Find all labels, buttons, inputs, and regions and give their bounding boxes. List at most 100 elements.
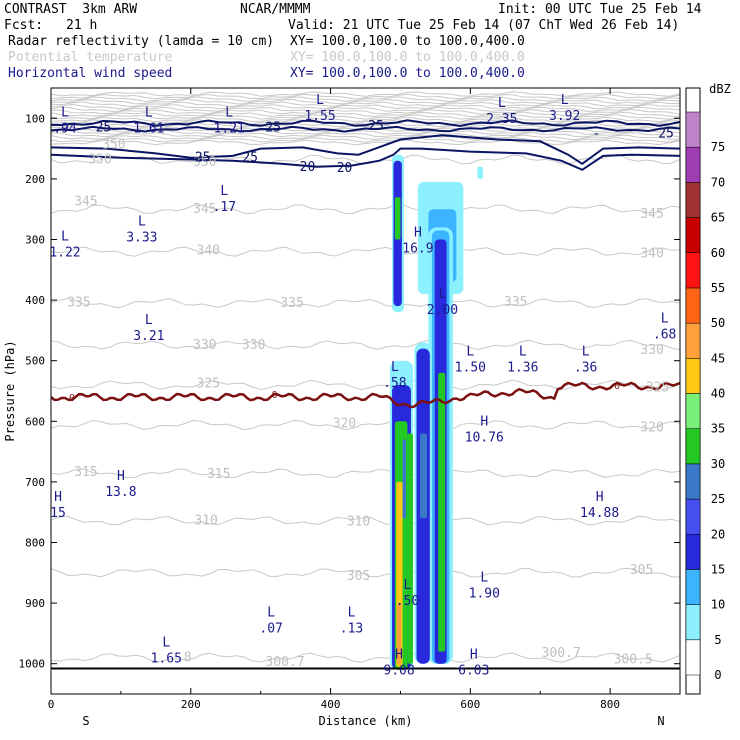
extremum-kind: L bbox=[561, 93, 569, 108]
theta-line bbox=[51, 134, 680, 141]
theta-label: 325 bbox=[197, 377, 220, 392]
colorbar-swatch bbox=[685, 393, 701, 429]
colorbar-swatch bbox=[685, 639, 701, 676]
extremum-value: 1.50 bbox=[455, 361, 486, 376]
theta-label: 345 bbox=[74, 194, 97, 209]
extremum-kind: H bbox=[117, 469, 125, 484]
extremum-kind: L bbox=[220, 184, 228, 199]
extremum-kind: H bbox=[470, 648, 478, 663]
theta-line bbox=[51, 124, 680, 130]
x-tick-label: 400 bbox=[321, 698, 341, 711]
theta-line bbox=[51, 419, 680, 431]
extremum-kind: L bbox=[498, 96, 506, 111]
theta-label: 350 bbox=[88, 153, 111, 168]
extremum-value: 6.03 bbox=[458, 664, 489, 679]
theta-line bbox=[51, 103, 680, 110]
extremum-value: .58 bbox=[383, 376, 406, 391]
y-tick-label: 200 bbox=[25, 173, 45, 186]
extremum-kind: L bbox=[438, 287, 446, 302]
wind-label: 20 bbox=[337, 161, 353, 176]
extremum-value: 14.88 bbox=[580, 506, 619, 521]
extremum-kind: L bbox=[348, 605, 356, 620]
y-tick-label: 400 bbox=[25, 294, 45, 307]
theta-label: 315 bbox=[207, 467, 230, 482]
extremum-kind: L bbox=[661, 311, 669, 326]
theta-label: 300.7 bbox=[266, 655, 305, 670]
freezing-label: 0 bbox=[272, 390, 278, 401]
y-tick-label: 600 bbox=[25, 415, 45, 428]
reflectivity-band bbox=[477, 166, 483, 179]
extremum-value: 2.35 bbox=[486, 112, 517, 127]
theta-line bbox=[51, 468, 680, 479]
colorbar-label: 0 bbox=[714, 668, 721, 682]
extremum-value: 10.76 bbox=[465, 430, 504, 445]
extremum-value: 1.22 bbox=[49, 246, 80, 261]
extremum-kind: L bbox=[162, 636, 170, 651]
theta-label: 320 bbox=[640, 420, 663, 435]
extremum-value: 3.92 bbox=[549, 109, 580, 124]
extremum-value: 1.21 bbox=[214, 121, 245, 136]
y-tick-label: 300 bbox=[25, 234, 45, 247]
valid-time: Valid: 21 UTC Tue 25 Feb 14 (07 ChT Wed … bbox=[288, 18, 680, 33]
colorbar-swatch bbox=[685, 358, 701, 394]
theta-label: 315 bbox=[74, 465, 97, 480]
reflectivity-band bbox=[420, 433, 428, 519]
extremum-kind: L bbox=[480, 571, 488, 586]
theta-line bbox=[51, 91, 680, 97]
theta-label: 335 bbox=[504, 295, 527, 310]
extremum-value: 16.9 bbox=[402, 241, 433, 256]
extremum-value: 1.61 bbox=[133, 121, 164, 136]
field-1-name: Radar reflectivity (lamda = 10 cm) bbox=[8, 34, 275, 49]
colorbar-swatch bbox=[685, 428, 701, 465]
reflectivity-band bbox=[407, 433, 414, 664]
wind-label: - bbox=[592, 126, 600, 141]
extremum-value: 3.33 bbox=[126, 230, 157, 245]
wind-contour bbox=[51, 125, 680, 133]
colorbar-swatch bbox=[685, 604, 701, 641]
field-3-xy: XY= 100.0,100.0 to 100.0,400.0 bbox=[290, 66, 525, 81]
extremum-value: 2.00 bbox=[427, 303, 458, 318]
colorbar-swatch bbox=[685, 498, 701, 535]
extremum-value: 3.21 bbox=[133, 329, 164, 344]
theta-label: 330 bbox=[242, 338, 265, 353]
colorbar-label: 55 bbox=[711, 281, 725, 295]
field-2-xy: XY= 100.0,100.0 to 100.0,400.0 bbox=[290, 50, 525, 65]
extremum-kind: L bbox=[391, 360, 399, 375]
theta-line bbox=[51, 139, 680, 146]
extremum-kind: L bbox=[61, 105, 69, 120]
colorbar-label: 15 bbox=[711, 562, 725, 576]
wind-label: 25 bbox=[368, 119, 384, 134]
colorbar-label: 10 bbox=[711, 598, 725, 612]
theta-label: 305 bbox=[347, 569, 370, 584]
x-end-label-right: N bbox=[657, 714, 664, 728]
freezing-label: 0 bbox=[614, 381, 620, 392]
wind-label: 20 bbox=[300, 160, 316, 175]
fcst-label: Fcst: bbox=[4, 18, 44, 33]
colorbar-swatch bbox=[685, 287, 701, 324]
x-tick-label: 0 bbox=[48, 698, 55, 711]
field-2-name: Potential temperature bbox=[8, 50, 173, 65]
extremum-value: 13.8 bbox=[105, 485, 136, 500]
extremum-kind: L bbox=[138, 214, 146, 229]
extremum-kind: H bbox=[480, 414, 488, 429]
colorbar-label: 45 bbox=[711, 351, 725, 365]
colorbar-swatch bbox=[685, 534, 701, 570]
theta-line bbox=[51, 114, 680, 120]
x-tick-label: 600 bbox=[460, 698, 480, 711]
colorbar-label: 60 bbox=[711, 246, 725, 260]
reflectivity-band bbox=[438, 372, 446, 652]
theta-label: 335 bbox=[67, 296, 90, 311]
fcst-value: 21 h bbox=[66, 18, 98, 33]
theta-label: 305 bbox=[630, 563, 653, 578]
theta-line bbox=[51, 121, 680, 128]
colorbar-unit: dBZ bbox=[709, 82, 731, 96]
theta-line bbox=[51, 204, 680, 215]
extremum-kind: L bbox=[267, 605, 275, 620]
extremum-value: 9.08 bbox=[383, 664, 414, 679]
colorbar-label: 35 bbox=[711, 422, 725, 436]
freezing-label: 0 bbox=[69, 393, 75, 404]
colorbar-swatch bbox=[685, 146, 701, 183]
wind-label: 25 bbox=[96, 120, 112, 135]
